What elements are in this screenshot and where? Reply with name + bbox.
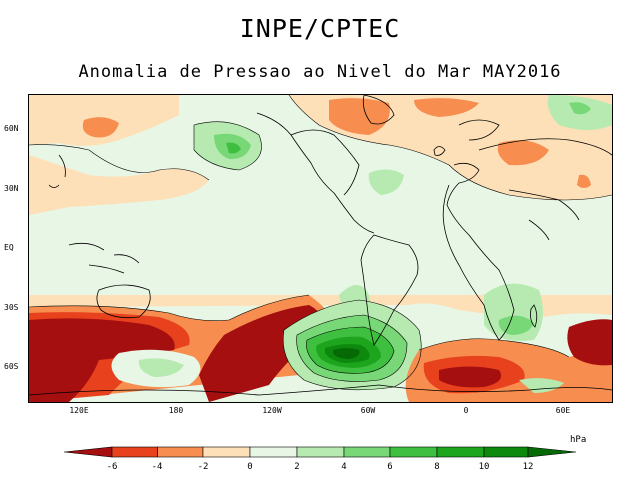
colorbar-arrow-low — [63, 446, 113, 458]
lon-label-60e: 60E — [555, 406, 571, 415]
lon-label-180: 180 — [168, 406, 184, 415]
colorbar-tick-label: 8 — [434, 462, 440, 472]
colorbar-segment — [202, 446, 251, 458]
colorbar-tick-label: -4 — [151, 462, 163, 472]
positive-anomaly-region — [333, 348, 360, 359]
negative-anomaly-region — [439, 366, 502, 388]
colorbar-tick-label: 10 — [478, 462, 490, 472]
colorbar-tick-label: -6 — [106, 462, 118, 472]
lon-label-0: 0 — [463, 406, 469, 415]
negative-anomaly-region — [82, 117, 119, 138]
lat-label-60s: 60S — [4, 362, 19, 371]
negative-anomaly-region — [29, 155, 209, 215]
colorbar-unit: hPa — [570, 435, 587, 445]
lon-label-60w: 60W — [360, 406, 376, 415]
lat-label-eq: EQ — [4, 243, 14, 252]
negative-anomaly-region — [497, 140, 549, 166]
colorbar-tick-label: 12 — [522, 462, 534, 472]
positive-anomaly-region — [519, 378, 564, 393]
map-title: INPE/CPTEC — [239, 14, 401, 43]
lon-label-120e: 120E — [69, 406, 89, 415]
positive-anomaly-region — [368, 169, 404, 195]
negative-anomaly-region — [329, 98, 390, 135]
colorbar-tick-label: 6 — [387, 462, 393, 472]
lat-label-30s: 30S — [4, 303, 19, 312]
lon-label-120w: 120W — [262, 406, 282, 415]
positive-anomaly-region — [569, 102, 591, 115]
colorbar-tick-label: 4 — [341, 462, 347, 472]
negative-anomaly-region — [29, 295, 612, 320]
negative-anomaly-region — [29, 318, 175, 402]
lat-label-60n: 60N — [4, 124, 19, 133]
map-subtitle: Anomalia de Pressao ao Nivel do Mar MAY2… — [78, 62, 562, 82]
positive-anomaly-region — [226, 142, 241, 154]
colorbar-segment — [389, 446, 438, 458]
coastlines — [29, 95, 612, 396]
positive-anomaly-region — [138, 358, 184, 377]
colorbar-segment — [343, 446, 391, 458]
colorbar — [63, 446, 577, 458]
contour-lines — [29, 95, 612, 391]
negative-anomaly-region — [577, 174, 591, 188]
anomaly-map — [28, 94, 613, 403]
anomaly-map-canvas — [29, 95, 612, 402]
colorbar-segment — [483, 446, 529, 458]
colorbar-tick-label: -2 — [197, 462, 209, 472]
positive-anomaly-region — [498, 315, 534, 335]
colorbar-segment — [249, 446, 298, 458]
colorbar-tick-label: 0 — [247, 462, 253, 472]
colorbar-segment — [157, 446, 204, 458]
lat-label-30n: 30N — [4, 184, 19, 193]
negative-anomaly-region — [414, 98, 479, 117]
colorbar-segment — [296, 446, 345, 458]
colorbar-tick-label: 2 — [294, 462, 300, 472]
colorbar-segment — [436, 446, 485, 458]
colorbar-segment — [111, 446, 158, 458]
negative-anomaly-region — [567, 319, 612, 366]
colorbar-arrow-high — [527, 446, 577, 458]
